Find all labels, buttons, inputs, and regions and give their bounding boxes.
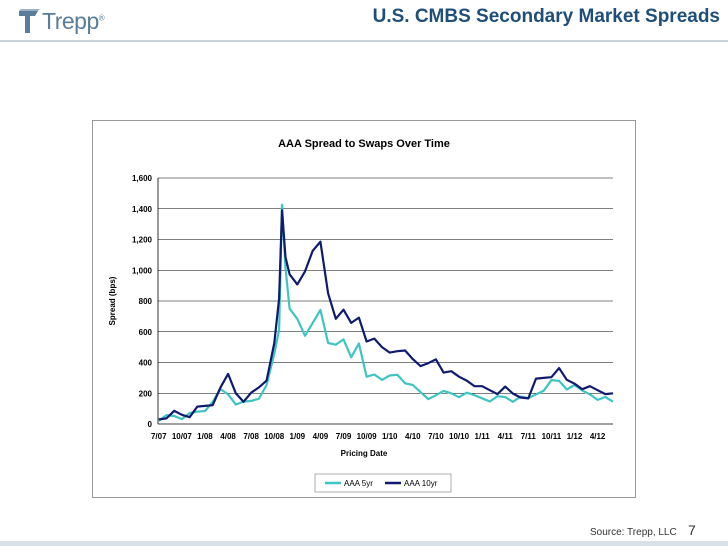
x-tick-label: 4/09	[313, 432, 329, 441]
x-ticks: 7/07 10/07 1/08 4/08 7/08 10/08 1/09 4/09 7/09 10…	[151, 423, 613, 441]
chart-title: AAA Spread to Swaps Over Time	[278, 138, 450, 150]
y-axis-label: Spread (bps)	[108, 276, 117, 325]
y-tick-label: 400	[139, 359, 153, 368]
y-tick-label: 200	[139, 389, 153, 398]
spread-chart: AAA Spread to Swaps Over Time Spread (bp…	[108, 138, 614, 493]
y-tick-label: 1,600	[132, 174, 153, 183]
x-tick-label: 10/10	[449, 432, 470, 441]
x-tick-label: 4/08	[220, 432, 236, 441]
series-line-10yr	[158, 209, 614, 421]
legend-label: AAA 5yr	[344, 479, 373, 488]
x-tick-label: 1/10	[382, 432, 398, 441]
page-title: U.S. CMBS Secondary Market Spreads	[372, 6, 720, 27]
y-tick-label: 0	[148, 420, 153, 429]
x-tick-label: 4/10	[405, 432, 421, 441]
x-tick-label: 10/07	[172, 432, 193, 441]
legend: AAA 5yr AAA 10yr	[325, 479, 438, 488]
legend-box	[314, 473, 452, 493]
legend-label: AAA 10yr	[404, 479, 438, 488]
x-tick-label: 7/08	[243, 432, 259, 441]
y-tick-label: 1,400	[132, 205, 153, 214]
source-note: Source: Trepp, LLC	[590, 527, 677, 538]
x-tick-label: 1/08	[197, 432, 213, 441]
trepp-logo-icon	[19, 8, 40, 33]
x-tick-label: 4/11	[498, 432, 514, 441]
y-ticks: 0 200 400 600 800 1,000 1,200 1,400 1,600	[132, 174, 159, 429]
x-tick-label: 10/09	[357, 432, 378, 441]
y-tick-label: 600	[139, 328, 153, 337]
page-number: 7	[688, 522, 696, 538]
x-tick-label: 1/12	[567, 432, 583, 441]
header-divider	[0, 40, 728, 42]
x-tick-label: 10/11	[542, 432, 562, 441]
x-tick-label: 4/12	[590, 432, 606, 441]
x-tick-label: 10/08	[264, 432, 285, 441]
x-tick-label: 7/09	[336, 432, 352, 441]
x-tick-label: 7/07	[151, 432, 167, 441]
series-lines	[158, 203, 614, 422]
footer-bar	[0, 541, 728, 546]
x-axis-label: Pricing Date	[341, 449, 388, 458]
x-tick-label: 7/10	[428, 432, 444, 441]
y-tick-label: 1,200	[132, 236, 153, 245]
logo-text: Trepp®	[42, 8, 105, 34]
y-tick-label: 1,000	[132, 266, 153, 275]
grid-lines	[158, 177, 613, 394]
x-tick-label: 7/11	[521, 432, 537, 441]
chart-frame: AAA Spread to Swaps Over Time Spread (bp…	[92, 120, 636, 498]
x-tick-label: 1/11	[475, 432, 491, 441]
y-tick-label: 800	[139, 297, 153, 306]
x-tick-label: 1/09	[290, 432, 306, 441]
series-line-5yr	[158, 203, 614, 422]
trepp-logo: Trepp®	[18, 8, 105, 35]
